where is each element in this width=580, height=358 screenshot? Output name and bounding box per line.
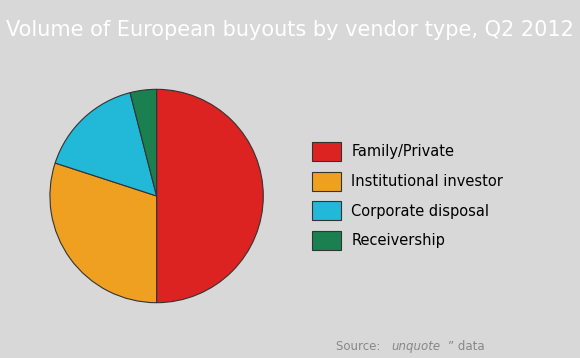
Text: ” data: ” data xyxy=(448,340,485,353)
Text: unquote: unquote xyxy=(392,340,441,353)
Wedge shape xyxy=(157,90,263,303)
Text: Source:: Source: xyxy=(336,340,385,353)
Wedge shape xyxy=(130,90,157,196)
Wedge shape xyxy=(55,93,157,196)
Text: Volume of European buyouts by vendor type, Q2 2012: Volume of European buyouts by vendor typ… xyxy=(6,20,574,39)
Wedge shape xyxy=(50,163,157,303)
Legend: Family/Private, Institutional investor, Corporate disposal, Receivership: Family/Private, Institutional investor, … xyxy=(312,142,503,250)
